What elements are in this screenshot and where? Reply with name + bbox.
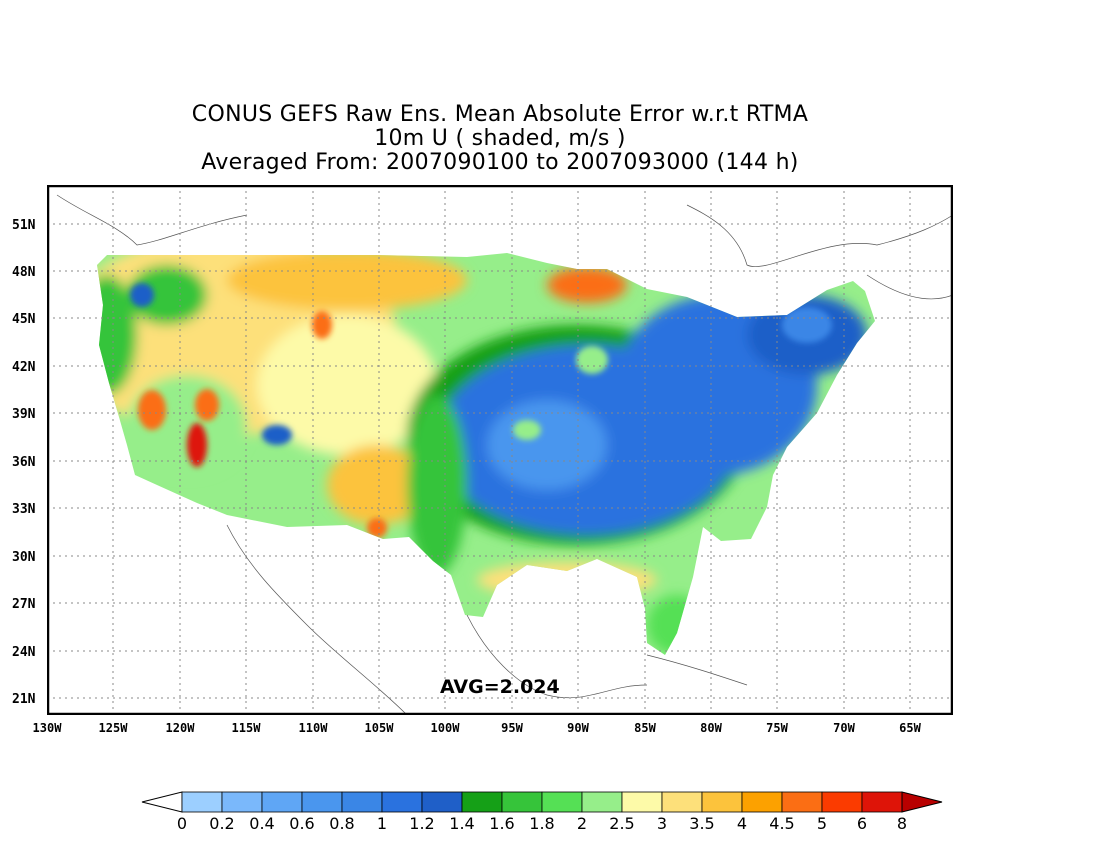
colorbar-tick-label: 0 [176,814,188,833]
colorbar-tick-label: 3.5 [689,814,715,833]
map-frame [47,185,953,715]
colorbar-tick-label: 1.6 [489,814,515,833]
lon-label: 130W [32,721,62,735]
colorbar-box [261,791,303,813]
error-field [97,253,875,655]
colorbar-tick-label: 2 [576,814,588,833]
colorbar-box [501,791,543,813]
colorbar-under-triangle [141,791,183,813]
colorbar-box [701,791,743,813]
lat-label: 30N [12,550,36,565]
lon-label: 75W [766,721,788,735]
colorbar-box [821,791,863,813]
colorbar-box [541,791,583,813]
lon-label: 80W [700,721,722,735]
colorbar-box [661,791,703,813]
colorbar-box [741,791,783,813]
lon-label: 95W [501,721,523,735]
lat-label: 33N [12,502,36,517]
map-title-line2: 10m U ( shaded, m/s ) [374,126,626,151]
lon-label: 125W [98,721,128,735]
colorbar-tick-label: 1.4 [449,814,475,833]
colorbar-tick-label: 4.5 [769,814,795,833]
coastlines [56,194,953,715]
colorbar-tick-label: 2.5 [609,814,635,833]
lat-label: 42N [12,360,36,375]
colorbar-tick-label: 8 [896,814,908,833]
colorbar-box [581,791,623,813]
lat-label: 39N [12,407,36,422]
lat-label: 45N [12,312,36,327]
colorbar-box [461,791,503,813]
colorbar-tick-label: 4 [736,814,748,833]
colorbar-box [181,791,223,813]
lon-label: 65W [899,721,921,735]
lat-label: 24N [12,645,36,660]
lat-label: 36N [12,455,36,470]
colorbar-tick-label: 0.2 [209,814,235,833]
lon-label: 120W [165,721,195,735]
graticule [47,185,953,715]
lon-label: 70W [833,721,855,735]
colorbar-tick-label: 5 [816,814,828,833]
colorbar-over-triangle [901,791,943,813]
lat-label: 27N [12,597,36,612]
colorbar-box [421,791,463,813]
lon-label: 100W [430,721,460,735]
colorbar-box [301,791,343,813]
colorbar-box [781,791,823,813]
colorbar-tick-label: 0.4 [249,814,275,833]
lat-label: 51N [12,218,36,233]
colorbar-box [221,791,263,813]
lon-label: 105W [364,721,394,735]
lon-label: 85W [634,721,656,735]
lon-label: 115W [231,721,261,735]
colorbar-box [381,791,423,813]
lon-label: 90W [567,721,589,735]
map-border [47,185,953,715]
colorbar-tick-label: 1 [376,814,388,833]
lat-label: 21N [12,692,36,707]
colorbar-box [861,791,903,813]
average-label: AVG=2.024 [440,676,560,698]
colorbar-tick-label: 1.8 [529,814,555,833]
colorbar-tick-label: 1.2 [409,814,435,833]
colorbar-box [621,791,663,813]
colorbar-tick-label: 3 [656,814,668,833]
map-title-line1: CONUS GEFS Raw Ens. Mean Absolute Error … [191,102,809,127]
lon-label: 110W [298,721,328,735]
lat-label: 48N [12,265,36,280]
colorbar-tick-label: 6 [856,814,868,833]
colorbar-box [341,791,383,813]
colorbar-tick-label: 0.6 [289,814,315,833]
colorbar [141,791,943,813]
map-title-line3: Averaged From: 2007090100 to 2007093000 … [201,150,799,175]
colorbar-tick-label: 0.8 [329,814,355,833]
